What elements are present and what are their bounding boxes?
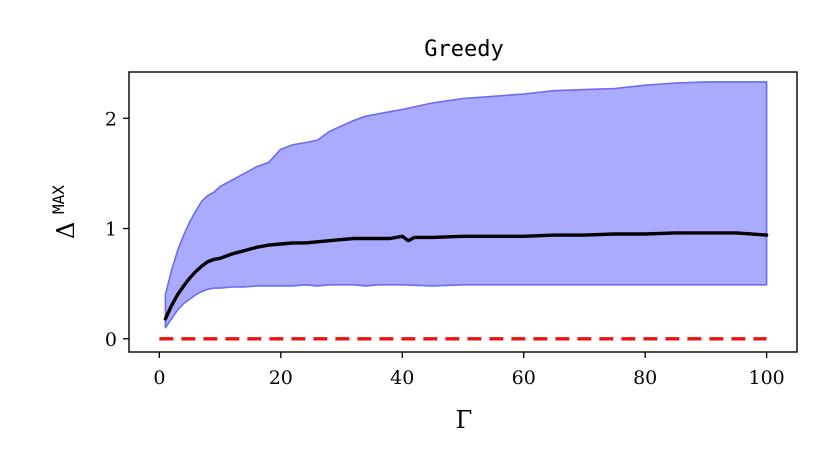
chart-title: Greedy	[424, 37, 503, 62]
x-tick-label: 40	[390, 367, 414, 389]
y-tick-label: 0	[105, 329, 117, 351]
x-tick-label: 60	[512, 367, 536, 389]
range-band	[164, 81, 768, 329]
x-tick-label: 80	[633, 367, 657, 389]
y-axis-label: Δ	[52, 222, 80, 239]
x-axis: 0 20 40 60 80 100	[153, 352, 785, 389]
y-tick-label: 2	[105, 108, 117, 130]
plot-frame	[128, 71, 798, 353]
y-tick-label: 1	[105, 219, 117, 241]
y-axis: 0 1 2	[105, 108, 129, 351]
plot-area	[159, 81, 769, 341]
x-tick-label: 0	[153, 367, 165, 389]
y-axis-label-group: Δ MAX	[49, 185, 80, 239]
svg-text:Δ MAX: Δ MAX	[49, 185, 80, 239]
mean-line	[163, 231, 769, 321]
x-tick-label: 100	[749, 367, 785, 389]
x-tick-label: 20	[269, 367, 293, 389]
x-axis-label: Γ	[456, 406, 473, 434]
y-axis-label-superscript: MAX	[49, 185, 68, 214]
